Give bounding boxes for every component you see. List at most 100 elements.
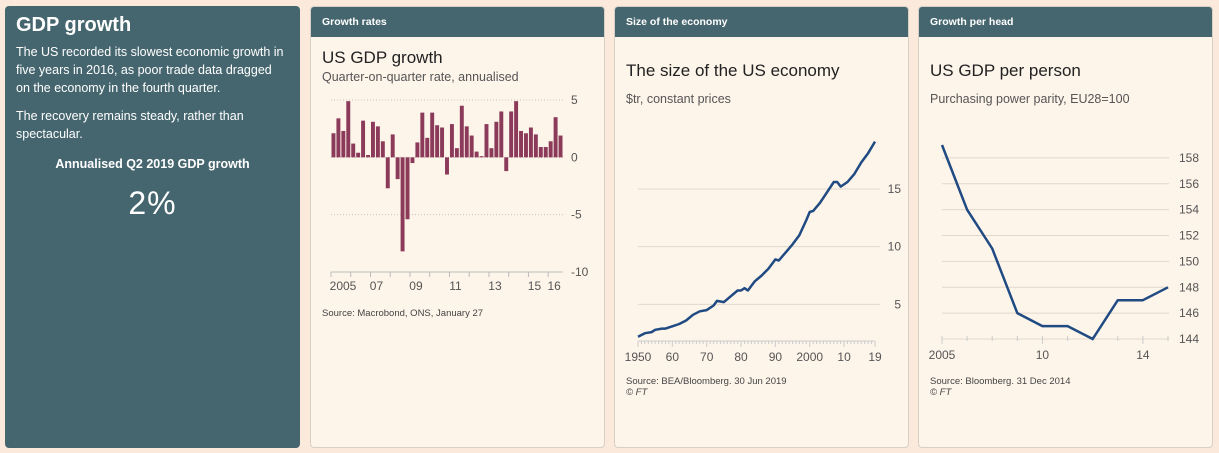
x-tick-label: 10 <box>1036 348 1050 362</box>
line-chart: 5 10 15 1950 60 70 80 90 2000 10 19 <box>625 140 902 364</box>
bar <box>479 156 484 158</box>
x-tick-label: 10 <box>837 350 851 364</box>
bar <box>514 101 519 158</box>
x-tick-label: 2000 <box>796 350 823 364</box>
summary-paragraph: The recovery remains steady, rather than… <box>16 109 244 141</box>
chart-title: The size of the US economy <box>626 61 840 80</box>
bar <box>351 143 356 158</box>
x-tick-label: 16 <box>548 279 562 293</box>
chart-copyright: © FT <box>626 387 648 398</box>
y-tick-label: 0 <box>571 150 578 164</box>
bar <box>533 134 538 158</box>
x-tick-label: 70 <box>700 350 714 364</box>
bar <box>385 157 390 189</box>
summary-card: GDP growth The US recorded its slowest e… <box>5 6 300 448</box>
x-tick-label: 11 <box>449 279 462 293</box>
bar <box>410 157 415 164</box>
bar <box>445 157 449 175</box>
bar-chart: 5 0 -5 -10 2005 07 09 11 13 15 16 <box>330 93 589 293</box>
bar <box>420 112 425 158</box>
y-tick-label: -10 <box>571 265 589 279</box>
bar <box>435 125 440 158</box>
bar <box>425 137 430 158</box>
x-tick-label: 60 <box>666 350 680 364</box>
bar <box>494 121 499 158</box>
bar <box>430 112 435 158</box>
bar <box>449 124 454 158</box>
y-tick-label: 150 <box>1179 254 1199 268</box>
y-tick-label: 5 <box>571 93 578 107</box>
bar <box>524 133 528 158</box>
chart-copyright: © FT <box>930 387 952 398</box>
x-tick-label: 90 <box>769 350 783 364</box>
bar <box>356 152 361 158</box>
bar <box>528 127 533 158</box>
bar <box>504 157 509 172</box>
bar <box>390 134 395 158</box>
bar <box>509 111 514 158</box>
bar <box>370 121 375 158</box>
bar <box>519 130 524 158</box>
bar <box>366 155 370 158</box>
economy-size-panel: Size of the economy The size of the US e… <box>614 6 909 448</box>
x-tick-label: 14 <box>1136 348 1150 362</box>
x-tick-label: 2005 <box>330 279 357 293</box>
x-tick-label: 80 <box>734 350 748 364</box>
bar <box>558 135 563 158</box>
bar <box>375 126 380 158</box>
y-tick-label: 154 <box>1179 203 1199 217</box>
x-tick-label: 1950 <box>625 350 652 364</box>
y-tick-label: 144 <box>1179 332 1199 346</box>
bar <box>361 120 366 158</box>
x-tick-label: 19 <box>868 350 882 364</box>
x-tick-label: 2005 <box>929 348 956 362</box>
bar <box>474 151 479 158</box>
panel-header: Size of the economy <box>615 7 908 37</box>
x-tick-label: 15 <box>528 279 542 293</box>
chart-title: US GDP per person <box>930 61 1081 80</box>
y-tick-label: 15 <box>888 182 902 196</box>
bar <box>400 157 405 252</box>
bar <box>489 148 494 158</box>
y-tick-label: 156 <box>1179 177 1199 191</box>
y-tick-label: 146 <box>1179 306 1199 320</box>
panel-header: Growth rates <box>311 7 604 37</box>
growth-per-head-panel: Growth per head US GDP per person Purcha… <box>918 6 1213 448</box>
bar <box>415 142 420 158</box>
bar <box>440 127 445 158</box>
gdp-line <box>637 140 877 338</box>
bar <box>538 147 543 158</box>
bar <box>464 126 469 158</box>
bar <box>346 101 351 158</box>
bar <box>553 117 558 158</box>
bar <box>499 111 504 158</box>
line-chart: 144 146 148 150 152 154 156 158 2005 10 14 <box>929 144 1199 362</box>
chart-source: Source: Macrobond, ONS, January 27 <box>322 308 484 319</box>
gdp-per-person-line <box>940 144 1169 341</box>
kpi-value: 2% <box>128 185 177 221</box>
y-tick-label: 148 <box>1179 280 1199 294</box>
chart-subtitle: Quarter-on-quarter rate, annualised <box>322 70 519 84</box>
bar <box>380 141 385 158</box>
y-tick-label: 5 <box>894 297 901 311</box>
summary-title: GDP growth <box>16 14 132 36</box>
x-tick-label: 13 <box>488 279 502 293</box>
y-tick-label: 10 <box>888 240 902 254</box>
bar <box>395 157 400 180</box>
bar <box>543 147 548 158</box>
bar <box>459 105 464 158</box>
bar <box>341 130 346 158</box>
x-tick-label: 09 <box>409 279 423 293</box>
chart-subtitle: Purchasing power parity, EU28=100 <box>930 92 1130 106</box>
chart-source: Source: BEA/Bloomberg. 30 Jun 2019 <box>626 376 787 387</box>
y-tick-label: 152 <box>1179 229 1199 243</box>
bar <box>548 141 553 158</box>
chart-title: US GDP growth <box>322 48 443 67</box>
chart-subtitle: $tr, constant prices <box>626 92 731 106</box>
x-tick-label: 07 <box>370 279 384 293</box>
bar <box>331 133 336 158</box>
kpi-label: Annualised Q2 2019 GDP growth <box>55 157 250 171</box>
growth-rates-panel: Growth rates US GDP growth Quarter-on-qu… <box>310 6 605 448</box>
bar <box>454 148 459 158</box>
bar <box>484 124 489 158</box>
